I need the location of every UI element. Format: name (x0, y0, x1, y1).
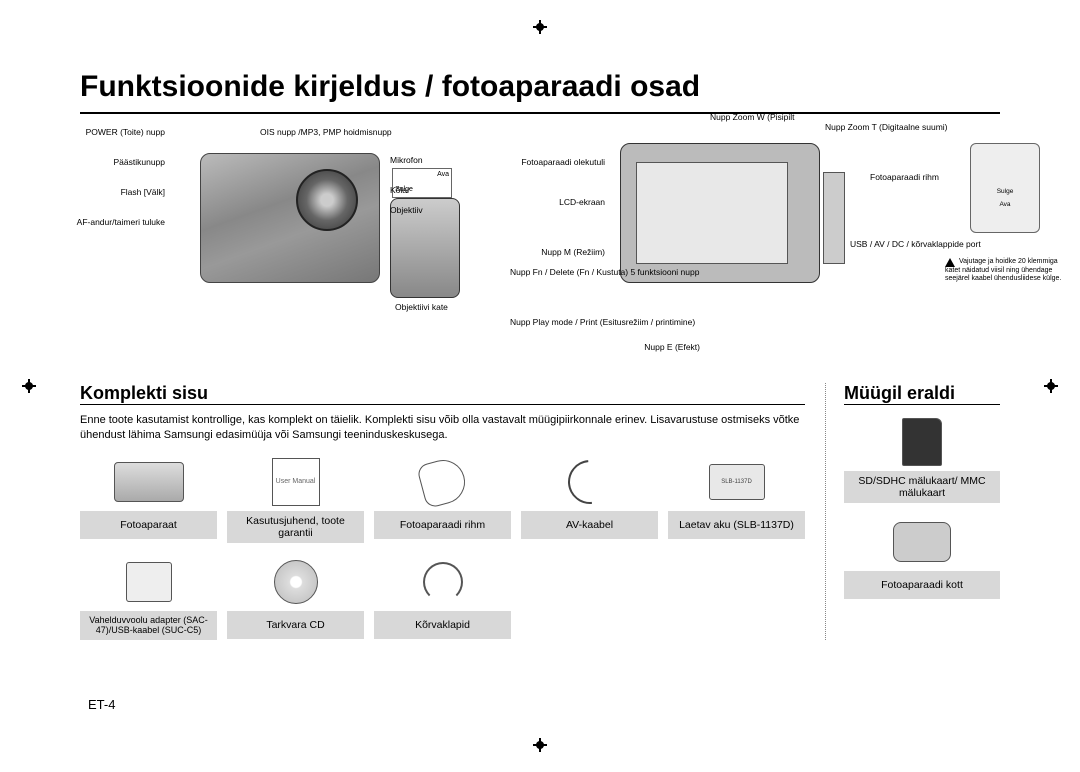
label-zoom-t: Nupp Zoom T (Digitaalne suumi) (825, 123, 948, 133)
registration-mark (22, 379, 36, 393)
camera-front-illustration (200, 153, 380, 283)
section-contents-title: Komplekti sisu (80, 383, 805, 404)
cd-icon (274, 560, 318, 604)
item-sd-card: SD/SDHC mälukaart/ MMC mälukaart (844, 413, 1000, 503)
sold-separately-grid: SD/SDHC mälukaart/ MMC mälukaart Fotoapa… (844, 413, 1000, 599)
label-strap: Fotoaparaadi rihm (870, 173, 939, 183)
camera-back-illustration (620, 143, 820, 283)
item-strap: Fotoaparaadi rihm (374, 453, 511, 543)
item-earphones-label: Kõrvaklapid (374, 611, 511, 639)
registration-mark (533, 20, 547, 34)
item-cd: Tarkvara CD (227, 553, 364, 640)
label-zoom-w: Nupp Zoom W (Pisipilt (710, 113, 795, 123)
label-shutter: Päästikunupp (70, 158, 165, 168)
item-battery: SLB-1137D Laetav aku (SLB-1137D) (668, 453, 805, 543)
usb-warning: Vajutage ja hoidke 20 klemmiga katet näi… (945, 258, 1065, 282)
registration-mark (1044, 379, 1058, 393)
label-mode: Nupp M (Režiim) (510, 248, 605, 258)
strap-icon (416, 455, 470, 509)
rule (844, 404, 1000, 405)
item-manual-label: Kasutusjuhend, toote garantii (227, 511, 364, 543)
label-usb-port: USB / AV / DC / kõrvaklappide port (850, 240, 970, 250)
registration-mark (533, 738, 547, 752)
label-effect: Nupp E (Efekt) (605, 343, 700, 353)
item-strap-label: Fotoaparaadi rihm (374, 511, 511, 539)
adapter-icon (126, 562, 172, 602)
label-lens-cover: Objektiivi kate (395, 303, 448, 313)
item-av-cable: AV-kaabel (521, 453, 658, 543)
label-lcd: LCD-ekraan (510, 198, 605, 208)
label-status-lamp: Fotoaparaadi olekutuli (510, 158, 605, 168)
pouch-icon (893, 522, 951, 562)
page-number: ET-4 (88, 697, 115, 712)
usb-port-detail: Sulge Ava (970, 143, 1040, 233)
warning-text: Vajutage ja hoidke 20 klemmiga katet näi… (945, 258, 1061, 282)
label-mic: Mikrofon (390, 156, 423, 166)
contents-grid: Fotoaparaat User Manual Kasutusjuhend, t… (80, 453, 805, 640)
label-fn-delete: Nupp Fn / Delete (Fn / Kustuta) 5 funkts… (510, 268, 605, 278)
label-lens: Objektiiv (390, 206, 423, 216)
item-cd-label: Tarkvara CD (227, 611, 364, 639)
camera-front-view: Ava Sulge POWER (Toite) nupp Päästikunup… (80, 128, 530, 373)
label-af-timer: AF-andur/taimeri tuluke (70, 218, 165, 228)
item-camera-label: Fotoaparaat (80, 511, 217, 539)
item-adapter-label: Vahelduvvoolu adapter (SAC-47)/USB-kaabe… (80, 611, 217, 640)
contents-intro: Enne toote kasutamist kontrollige, kas k… (80, 413, 805, 443)
camera-back-view: Sulge Ava Fotoaparaadi olekutuli LCD-ekr… (550, 128, 1000, 373)
earphones-icon (423, 562, 463, 602)
label-speaker: Kõlar (390, 186, 410, 196)
label-open: Ava (395, 171, 449, 178)
item-sd-card-label: SD/SDHC mälukaart/ MMC mälukaart (844, 471, 1000, 503)
label-usb-open: Ava (971, 195, 1039, 208)
page-title: Funktsioonide kirjeldus / fotoaparaadi o… (80, 70, 1000, 114)
item-adapter: Vahelduvvoolu adapter (SAC-47)/USB-kaabe… (80, 553, 217, 640)
item-battery-label: Laetav aku (SLB-1137D) (668, 511, 805, 539)
label-ois: OIS nupp /MP3, PMP hoidmisnupp (260, 128, 392, 138)
sd-card-icon (902, 418, 942, 466)
item-pouch-label: Fotoaparaadi kott (844, 571, 1000, 599)
item-av-cable-label: AV-kaabel (521, 511, 658, 539)
camera-icon (114, 462, 184, 502)
item-earphones: Kõrvaklapid (374, 553, 511, 640)
rule (80, 404, 805, 405)
item-camera: Fotoaparaat (80, 453, 217, 543)
camera-parts-diagram: Ava Sulge POWER (Toite) nupp Päästikunup… (80, 128, 1000, 373)
warning-icon (945, 258, 955, 267)
item-pouch: Fotoaparaadi kott (844, 513, 1000, 599)
item-manual: User Manual Kasutusjuhend, toote garanti… (227, 453, 364, 543)
manual-icon: User Manual (272, 458, 320, 506)
section-soldsep-title: Müügil eraldi (844, 383, 1000, 404)
label-flash: Flash [Välk] (70, 188, 165, 198)
label-power: POWER (Toite) nupp (70, 128, 165, 138)
battery-icon: SLB-1137D (709, 464, 765, 500)
cable-icon (559, 451, 621, 513)
label-usb-close: Sulge (971, 144, 1039, 195)
label-play-print: Nupp Play mode / Print (Esitusrežiim / p… (510, 318, 645, 328)
